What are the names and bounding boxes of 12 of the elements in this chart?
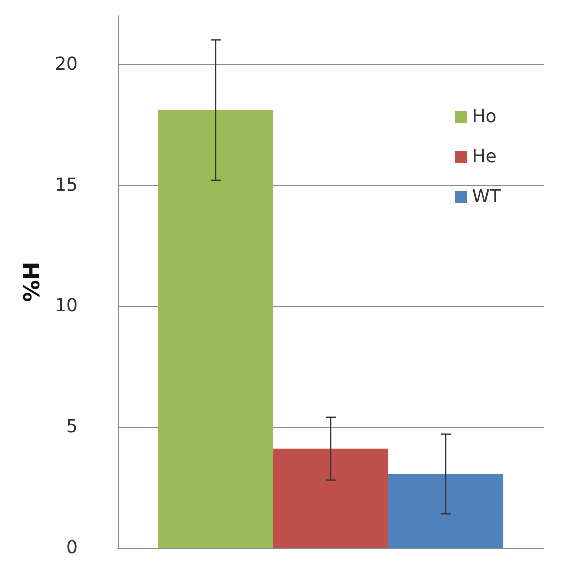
y-tick-label: 10 (55, 296, 78, 317)
legend-label: He (472, 146, 497, 168)
y-tick-label: 5 (66, 416, 78, 438)
y-tick-label: 0 (66, 538, 78, 558)
bar (273, 448, 389, 548)
y-tick-label: 20 (55, 54, 78, 75)
legend-label: WT (472, 186, 502, 208)
bar (388, 474, 504, 548)
legend-label: Ho (472, 106, 497, 128)
bar (158, 110, 274, 548)
y-axis-title: %H (20, 262, 46, 302)
y-tick-label: 15 (55, 174, 78, 196)
